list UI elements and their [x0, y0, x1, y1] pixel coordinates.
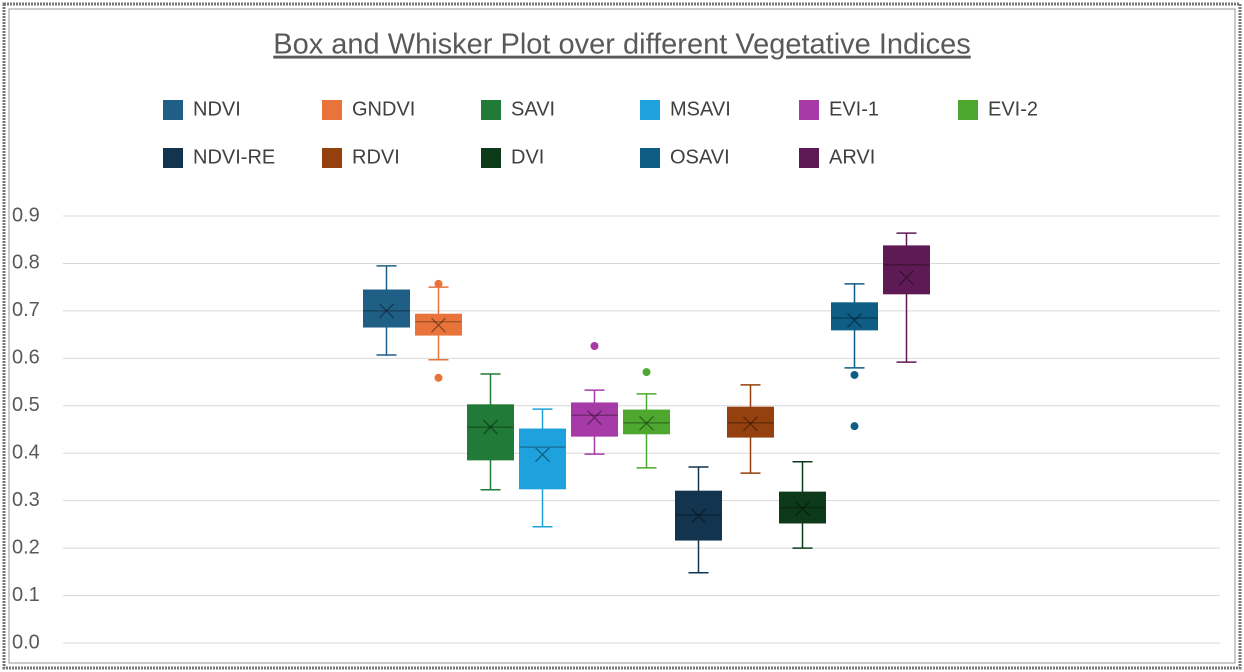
legend-label: MSAVI [670, 98, 731, 120]
legend-swatch [640, 148, 660, 168]
box [779, 491, 826, 524]
box [727, 406, 774, 438]
outlier [590, 341, 599, 350]
y-tick-label: 0.5 [12, 394, 40, 416]
legend-label: NDVI-RE [193, 146, 275, 168]
mean-marker [691, 508, 706, 524]
inner-frame [8, 8, 1236, 664]
legend-label: SAVI [511, 98, 555, 120]
mean-marker [899, 270, 914, 286]
mean-marker [535, 447, 550, 463]
legend-swatch [163, 148, 183, 168]
box [623, 409, 670, 435]
outlier [434, 279, 443, 288]
mean-marker [639, 415, 654, 431]
mean-marker [847, 312, 862, 328]
legend-label: EVI-1 [829, 98, 879, 120]
mean-marker [379, 303, 394, 319]
box [675, 490, 722, 541]
mean-marker [743, 416, 758, 432]
y-tick-label: 0.7 [12, 299, 40, 321]
box [363, 289, 410, 328]
legend-label: RDVI [352, 146, 400, 168]
outlier [642, 368, 651, 377]
mean-marker [795, 501, 810, 517]
legend-label: OSAVI [670, 146, 730, 168]
y-tick-label: 0.9 [12, 204, 40, 226]
legend-swatch [163, 100, 183, 120]
legend-swatch [799, 100, 819, 120]
chart-title: Box and Whisker Plot over different Vege… [273, 29, 970, 61]
outlier [850, 370, 859, 379]
outlier [434, 373, 443, 382]
y-tick-label: 0.8 [12, 252, 40, 274]
legend-swatch [640, 100, 660, 120]
legend-label: NDVI [193, 98, 241, 120]
box [519, 428, 566, 490]
legend-swatch [481, 100, 501, 120]
box [883, 245, 930, 295]
legend-swatch [322, 100, 342, 120]
y-tick-label: 0.3 [12, 489, 40, 511]
y-tick-label: 0.1 [12, 584, 40, 606]
outlier [850, 422, 859, 431]
y-tick-label: 0.6 [12, 347, 40, 369]
box [415, 313, 462, 336]
mean-marker [483, 419, 498, 435]
legend-swatch [322, 148, 342, 168]
box [831, 302, 878, 331]
legend-swatch [481, 148, 501, 168]
mean-marker [431, 317, 446, 333]
y-tick-label: 0.2 [12, 536, 40, 558]
mean-marker [587, 410, 602, 426]
box [467, 404, 514, 461]
box [571, 402, 618, 437]
legend-label: GNDVI [352, 98, 415, 120]
legend-label: DVI [511, 146, 544, 168]
legend-swatch [958, 100, 978, 120]
legend-label: ARVI [829, 146, 875, 168]
legend-swatch [799, 148, 819, 168]
y-tick-label: 0.4 [12, 442, 40, 464]
y-tick-label: 0.0 [12, 631, 40, 653]
legend-label: EVI-2 [988, 98, 1038, 120]
